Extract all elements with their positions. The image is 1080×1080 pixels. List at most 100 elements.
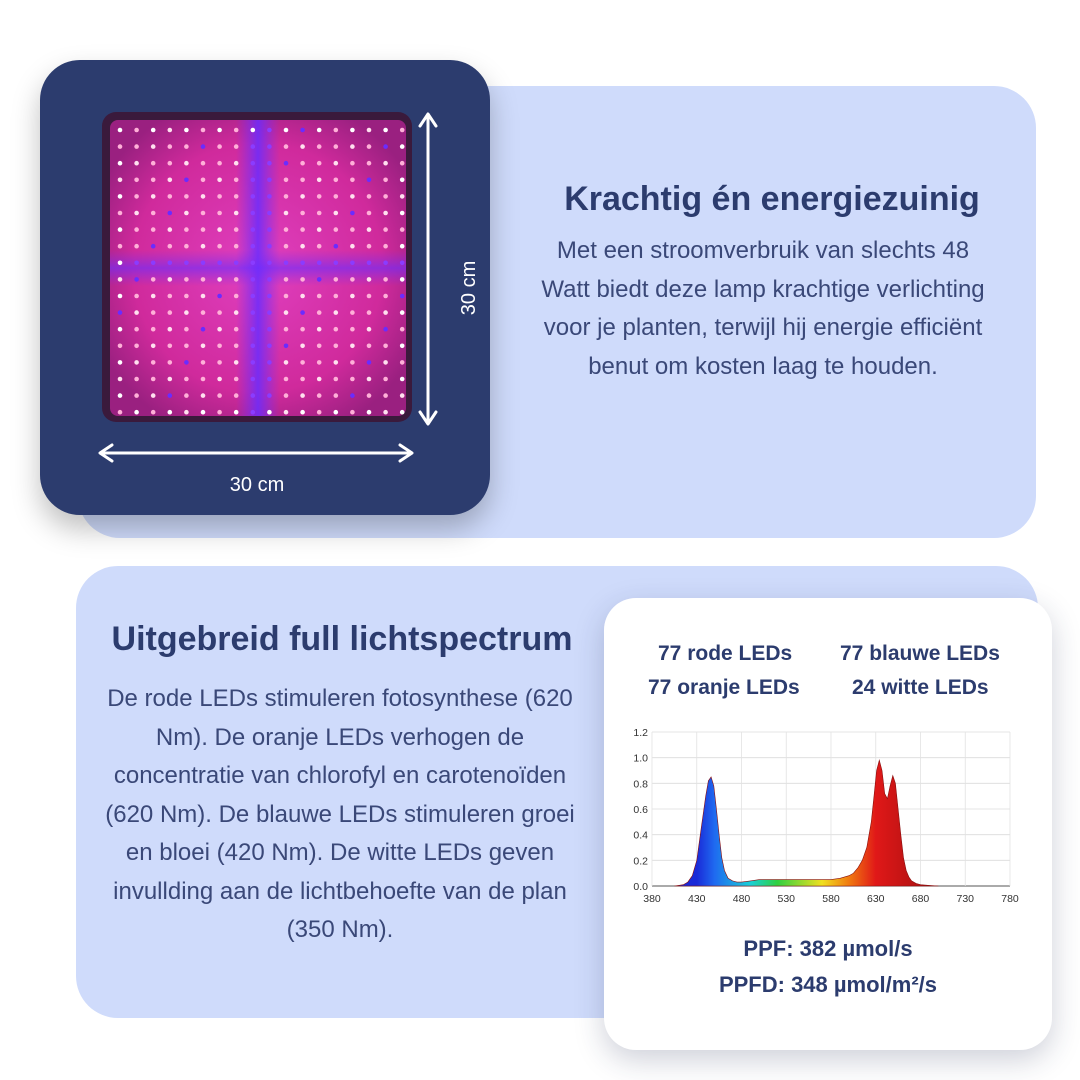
led-dot — [283, 243, 289, 249]
blue-led-count: 77 blauwe LEDs — [840, 642, 1000, 665]
led-dot — [366, 360, 372, 365]
led-dot — [150, 409, 156, 415]
led-dot — [184, 293, 189, 299]
led-dot — [134, 144, 139, 149]
led-dot — [399, 260, 405, 266]
led-dot — [150, 277, 156, 282]
led-dot — [184, 160, 189, 166]
led-dot — [267, 360, 272, 365]
led-dot — [267, 393, 272, 398]
led-dot — [300, 393, 305, 398]
led-dot — [150, 194, 156, 199]
led-dot — [150, 293, 156, 299]
led-dot — [350, 277, 355, 282]
led-dot — [217, 326, 222, 332]
led-dot — [399, 160, 405, 166]
led-dot — [134, 127, 139, 133]
spectrum-curve — [674, 759, 939, 887]
led-dot — [250, 409, 256, 415]
led-dot — [117, 243, 123, 249]
led-dot — [217, 310, 222, 315]
led-dot — [250, 127, 256, 133]
led-dot — [267, 277, 272, 282]
led-dot — [117, 293, 123, 299]
width-dimension-arrow — [98, 443, 414, 463]
ppf-value: PPF: 382 µmol/s — [743, 936, 913, 961]
x-tick-label: 680 — [912, 893, 930, 905]
led-dot — [200, 326, 206, 332]
led-dot — [366, 293, 372, 299]
led-dot — [250, 260, 256, 266]
led-dot — [333, 210, 339, 216]
led-dot — [350, 160, 355, 166]
led-dot — [184, 227, 189, 232]
ppfd-value: PPFD: 348 µmol/m²/s — [718, 972, 938, 997]
led-dot — [316, 260, 322, 266]
led-dot — [250, 393, 256, 398]
power-feature-description: Met een stroomverbruik van slechts 48 Wa… — [541, 237, 985, 380]
led-dot — [233, 177, 239, 183]
led-dot — [300, 194, 305, 199]
led-dot — [316, 144, 322, 149]
led-dot — [134, 194, 139, 199]
led-dot — [217, 210, 222, 216]
led-dot — [399, 144, 405, 149]
led-dot — [150, 227, 156, 232]
led-dot — [283, 160, 289, 166]
led-dot — [316, 227, 322, 232]
led-dot — [184, 343, 189, 349]
led-dot — [267, 343, 272, 349]
led-dot — [283, 409, 289, 415]
led-dot — [167, 326, 173, 332]
led-dot — [217, 343, 222, 349]
led-dot — [316, 376, 322, 382]
led-dot — [300, 376, 305, 382]
led-dot — [350, 144, 355, 149]
led-dot — [250, 227, 256, 232]
led-dot — [399, 194, 405, 199]
led-dot — [383, 343, 388, 349]
led-dot — [117, 393, 123, 398]
led-dot — [134, 160, 139, 166]
led-dot — [134, 393, 139, 398]
led-dot — [217, 127, 222, 133]
led-dot — [250, 210, 256, 216]
led-dot — [383, 393, 388, 398]
led-dot — [117, 310, 123, 315]
led-dot — [134, 293, 139, 299]
led-dot — [267, 160, 272, 166]
led-dot — [150, 260, 156, 266]
led-panel-illustration: 30 cm 30 cm — [98, 112, 480, 496]
led-dot — [117, 227, 123, 232]
led-dot — [167, 310, 173, 315]
led-dot — [399, 210, 405, 216]
led-dot — [167, 243, 173, 249]
led-dot — [366, 177, 372, 183]
led-dot — [233, 326, 239, 332]
led-dot — [267, 227, 272, 232]
led-dot — [316, 194, 322, 199]
led-dot — [366, 326, 372, 332]
led-dot — [383, 293, 388, 299]
x-tick-label: 380 — [643, 893, 661, 905]
led-dot — [300, 277, 305, 282]
led-dot — [150, 310, 156, 315]
led-dot — [200, 293, 206, 299]
led-dot — [117, 360, 123, 365]
led-dot — [350, 310, 355, 315]
led-dot — [250, 376, 256, 382]
led-dot — [233, 194, 239, 199]
led-dot — [184, 177, 189, 183]
led-dot — [366, 243, 372, 249]
led-dot — [350, 260, 355, 266]
led-dot — [184, 326, 189, 332]
led-dot — [233, 409, 239, 415]
led-dot — [283, 277, 289, 282]
led-dot — [167, 376, 173, 382]
led-dot — [267, 127, 272, 133]
led-dot — [217, 227, 222, 232]
spectrum-chart: 0.0 0.2 0.4 0.6 0.8 1.0 1.2 380 430 480 530 580 630 6… — [633, 727, 1019, 905]
led-dot — [399, 293, 405, 299]
led-dot — [283, 326, 289, 332]
led-dot — [184, 310, 189, 315]
